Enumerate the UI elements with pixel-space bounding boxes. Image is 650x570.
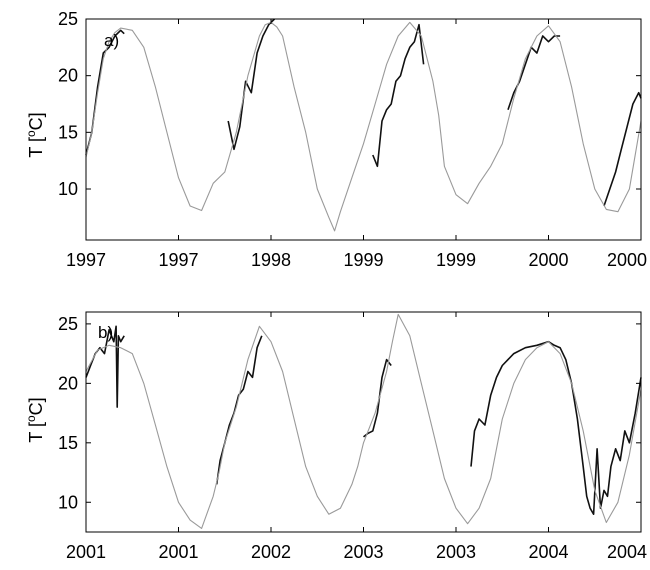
panel-a-label: a): [104, 31, 119, 50]
panel-b-observed-series-line-2: [215, 335, 263, 485]
panel-a: a) T [oC] 10 15 20 25 1997 1997 1998 1999 1999 20…: [24, 9, 647, 270]
panel-a-x-tick-label: 2000: [607, 250, 647, 270]
panel-b-x-tick-label: 2004: [607, 542, 647, 562]
panel-a-x-tick-label: 1997: [66, 250, 106, 270]
panel-b-y-tick-label: 15: [58, 433, 78, 453]
panel-a-y-axis-label: T [oC]: [24, 112, 46, 157]
panel-b-y-tick-label: 20: [58, 373, 78, 393]
panel-a-x-tick-label: 2000: [528, 250, 568, 270]
panel-b-plot-frame: [85, 311, 642, 533]
panel-a-x-tick-label: 1999: [343, 250, 383, 270]
panel-b-y-axis-label: T [oC]: [24, 397, 46, 442]
panel-b-observed-series-line-3: [363, 358, 392, 438]
panel-a-observed-series-line-3: [372, 23, 425, 168]
panel-b-x-tick-label: 2004: [528, 542, 568, 562]
panel-a-y-tick-label: 15: [58, 122, 78, 142]
panel-b-reference-series-line-0: [85, 313, 642, 529]
panel-b-label: b): [98, 323, 113, 342]
panel-a-x-tick-label: 1997: [158, 250, 198, 270]
panel-b-x-tick-label: 2003: [343, 542, 383, 562]
panel-a-observed-series-line-5: [603, 91, 642, 207]
panel-b-y-tick-label: 10: [58, 492, 78, 512]
panel-a-plot-frame: [85, 18, 642, 241]
panel-a-x-tick-label: 1998: [251, 250, 291, 270]
panel-b-x-tick-label: 2001: [66, 542, 106, 562]
panel-a-reference-series-line-0: [85, 21, 642, 232]
panel-b: b) T [oC] 10 15 20 25 2001 2001 2002 2003 2003 20…: [24, 311, 647, 562]
panel-b-x-tick-label: 2001: [158, 542, 198, 562]
panel-a-x-tick-label: 1999: [436, 250, 476, 270]
panel-b-x-tick-label: 2002: [251, 542, 291, 562]
panel-b-x-tick-label: 2003: [436, 542, 476, 562]
panel-a-y-tick-label: 25: [58, 9, 78, 29]
panel-a-observed-series-line-4: [507, 35, 561, 110]
panel-b-y-tick-label: 25: [58, 314, 78, 334]
panel-b-observed-series-line-4: [470, 340, 642, 516]
panel-a-observed-series-line-2: [227, 18, 276, 151]
panel-a-y-tick-label: 20: [58, 66, 78, 86]
panel-a-y-tick-label: 10: [58, 179, 78, 199]
